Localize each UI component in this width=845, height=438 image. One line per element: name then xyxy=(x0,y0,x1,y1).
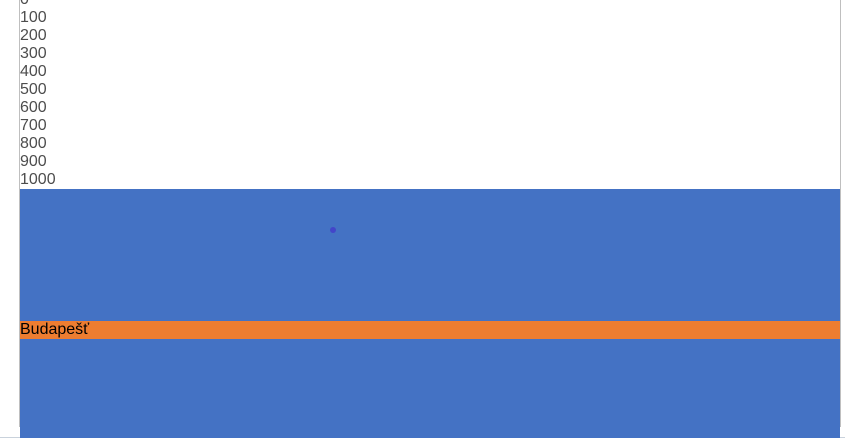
y-axis-tick-label[interactable]: 800 xyxy=(20,135,47,152)
y-axis-tick-label[interactable]: 600 xyxy=(20,99,47,116)
bar-budapešť[interactable] xyxy=(20,189,840,321)
y-axis-tick-label[interactable]: 200 xyxy=(20,27,47,44)
stray-data-point[interactable] xyxy=(330,227,336,233)
bar-lubľana[interactable] xyxy=(20,338,840,438)
y-axis-tick-label[interactable]: 100 xyxy=(20,9,47,26)
chart-object[interactable]: 01002003004005006007008009001000 Budapešť… xyxy=(19,0,841,438)
y-axis-tick-label[interactable]: 900 xyxy=(20,153,47,170)
y-axis-tick-label[interactable]: 400 xyxy=(20,63,47,80)
y-axis-tick-label[interactable]: 300 xyxy=(20,45,47,62)
category-label-budapešť[interactable]: Budapešť xyxy=(20,320,840,339)
y-axis-tick-label[interactable]: 1000 xyxy=(20,171,56,188)
y-axis-tick-label[interactable]: 0 xyxy=(20,0,840,9)
y-axis-tick-label[interactable]: 500 xyxy=(20,81,47,98)
y-axis-tick-label[interactable]: 700 xyxy=(20,117,47,134)
